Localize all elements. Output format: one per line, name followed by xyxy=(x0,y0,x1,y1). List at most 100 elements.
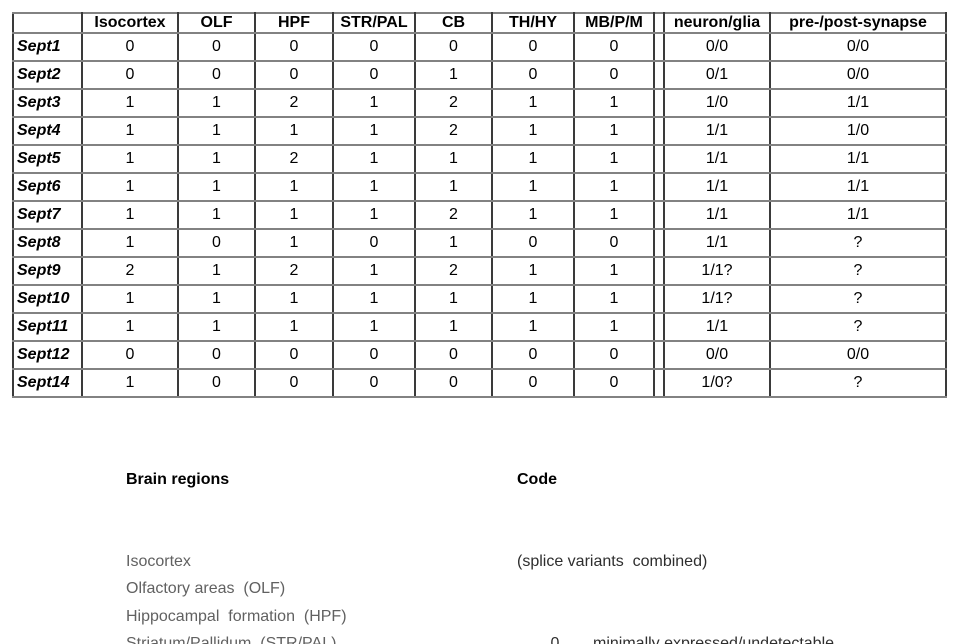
cell-sept1-isocortex: 0 xyxy=(81,32,179,62)
spacer-cell xyxy=(653,256,665,286)
cell-sept8-th-hy: 0 xyxy=(491,228,575,258)
cell-sept6-mb-p-m: 1 xyxy=(573,172,655,202)
cell-sept2-cb: 1 xyxy=(414,60,493,90)
cell-sept12-str-pal: 0 xyxy=(332,340,416,370)
cell-sept1-hpf: 0 xyxy=(254,32,334,62)
gene-label: Sept12 xyxy=(12,340,83,370)
table-row-sept4: Sept4 1 1 1 1 2 1 1 1/1 1/0 xyxy=(12,116,947,146)
cell-sept3-th-hy: 1 xyxy=(491,88,575,118)
gene-label: Sept8 xyxy=(12,228,83,258)
cell-sept9-th-hy: 1 xyxy=(491,256,575,286)
col-header-olf: OLF xyxy=(177,12,256,34)
gene-label: Sept7 xyxy=(12,200,83,230)
cell-sept2-pre-post-synapse: 0/0 xyxy=(769,60,947,90)
spacer-col-header xyxy=(653,12,665,34)
code-item-0: 0 minimally expressed/undetectable xyxy=(517,630,834,644)
cell-sept14-cb: 0 xyxy=(414,368,493,398)
spacer-cell xyxy=(653,228,665,258)
gene-label: Sept11 xyxy=(12,312,83,342)
cell-sept11-mb-p-m: 1 xyxy=(573,312,655,342)
cell-sept4-str-pal: 1 xyxy=(332,116,416,146)
gene-label: Sept14 xyxy=(12,368,83,398)
cell-sept4-cb: 2 xyxy=(414,116,493,146)
gene-label: Sept6 xyxy=(12,172,83,202)
cell-sept1-th-hy: 0 xyxy=(491,32,575,62)
cell-sept12-neuron-glia: 0/0 xyxy=(663,340,771,370)
code-value: 0 xyxy=(550,635,560,644)
cell-sept8-str-pal: 0 xyxy=(332,228,416,258)
brain-regions-title: Brain regions xyxy=(126,470,230,488)
spacer-cell xyxy=(653,340,665,370)
cell-sept12-hpf: 0 xyxy=(254,340,334,370)
cell-sept1-mb-p-m: 0 xyxy=(573,32,655,62)
col-header-th-hy: TH/HY xyxy=(491,12,575,34)
cell-sept3-cb: 2 xyxy=(414,88,493,118)
cell-sept4-mb-p-m: 1 xyxy=(573,116,655,146)
cell-sept7-hpf: 1 xyxy=(254,200,334,230)
cell-sept7-str-pal: 1 xyxy=(332,200,416,230)
expression-table-wrap: Isocortex OLF HPF STR/PAL CB TH/HY MB/P/M neuro… xyxy=(12,12,947,398)
cell-sept3-pre-post-synapse: 1/1 xyxy=(769,88,947,118)
cell-sept3-olf: 1 xyxy=(177,88,256,118)
cell-sept3-neuron-glia: 1/0 xyxy=(663,88,771,118)
col-header-str-pal: STR/PAL xyxy=(332,12,416,34)
cell-sept5-mb-p-m: 1 xyxy=(573,144,655,174)
cell-sept10-isocortex: 1 xyxy=(81,284,179,314)
cell-sept11-hpf: 1 xyxy=(254,312,334,342)
table-row-sept12: Sept12 0 0 0 0 0 0 0 0/0 0/0 xyxy=(12,340,947,370)
cell-sept8-cb: 1 xyxy=(414,228,493,258)
cell-sept14-pre-post-synapse: ? xyxy=(769,368,947,398)
cell-sept11-str-pal: 1 xyxy=(332,312,416,342)
cell-sept11-olf: 1 xyxy=(177,312,256,342)
cell-sept5-olf: 1 xyxy=(177,144,256,174)
gene-label: Sept2 xyxy=(12,60,83,90)
brain-region-item-striatum-pallidum: Striatum/Pallidum (STR/PAL) xyxy=(126,635,337,644)
cell-sept1-olf: 0 xyxy=(177,32,256,62)
cell-sept10-pre-post-synapse: ? xyxy=(769,284,947,314)
table-row-sept6: Sept6 1 1 1 1 1 1 1 1/1 1/1 xyxy=(12,172,947,202)
cell-sept4-pre-post-synapse: 1/0 xyxy=(769,116,947,146)
table-row-sept3: Sept3 1 1 2 1 2 1 1 1/0 1/1 xyxy=(12,88,947,118)
cell-sept2-mb-p-m: 0 xyxy=(573,60,655,90)
cell-sept14-th-hy: 0 xyxy=(491,368,575,398)
cell-sept4-isocortex: 1 xyxy=(81,116,179,146)
cell-sept6-cb: 1 xyxy=(414,172,493,202)
cell-sept10-str-pal: 1 xyxy=(332,284,416,314)
cell-sept9-hpf: 2 xyxy=(254,256,334,286)
cell-sept5-pre-post-synapse: 1/1 xyxy=(769,144,947,174)
cell-sept4-olf: 1 xyxy=(177,116,256,146)
table-row-sept10: Sept10 1 1 1 1 1 1 1 1/1?? xyxy=(12,284,947,314)
cell-sept11-cb: 1 xyxy=(414,312,493,342)
cell-sept9-mb-p-m: 1 xyxy=(573,256,655,286)
cell-sept5-neuron-glia: 1/1 xyxy=(663,144,771,174)
cell-sept14-hpf: 0 xyxy=(254,368,334,398)
cell-sept5-isocortex: 1 xyxy=(81,144,179,174)
cell-sept7-neuron-glia: 1/1 xyxy=(663,200,771,230)
cell-sept2-isocortex: 0 xyxy=(81,60,179,90)
table-row-sept14: Sept14 1 0 0 0 0 0 0 1/0?? xyxy=(12,368,947,398)
cell-sept1-str-pal: 0 xyxy=(332,32,416,62)
cell-sept4-neuron-glia: 1/1 xyxy=(663,116,771,146)
cell-sept10-th-hy: 1 xyxy=(491,284,575,314)
col-header-neuron-glia: neuron/glia xyxy=(663,12,771,34)
cell-sept12-isocortex: 0 xyxy=(81,340,179,370)
cell-sept9-neuron-glia: 1/1? xyxy=(663,256,771,286)
col-header-mb-p-m: MB/P/M xyxy=(573,12,655,34)
col-header-hpf: HPF xyxy=(254,12,334,34)
cell-sept7-isocortex: 1 xyxy=(81,200,179,230)
spacer-cell xyxy=(653,60,665,90)
cell-sept10-cb: 1 xyxy=(414,284,493,314)
cell-sept12-mb-p-m: 0 xyxy=(573,340,655,370)
cell-sept2-olf: 0 xyxy=(177,60,256,90)
cell-sept7-pre-post-synapse: 1/1 xyxy=(769,200,947,230)
cell-sept5-str-pal: 1 xyxy=(332,144,416,174)
code-legend: Code (splice variants combined) 0 minimal… xyxy=(517,411,834,644)
code-meaning: minimally expressed/undetectable xyxy=(593,635,835,644)
cell-sept8-pre-post-synapse: ? xyxy=(769,228,947,258)
cell-sept8-mb-p-m: 0 xyxy=(573,228,655,258)
cell-sept6-pre-post-synapse: 1/1 xyxy=(769,172,947,202)
cell-sept14-isocortex: 1 xyxy=(81,368,179,398)
cell-sept2-neuron-glia: 0/1 xyxy=(663,60,771,90)
cell-sept4-hpf: 1 xyxy=(254,116,334,146)
